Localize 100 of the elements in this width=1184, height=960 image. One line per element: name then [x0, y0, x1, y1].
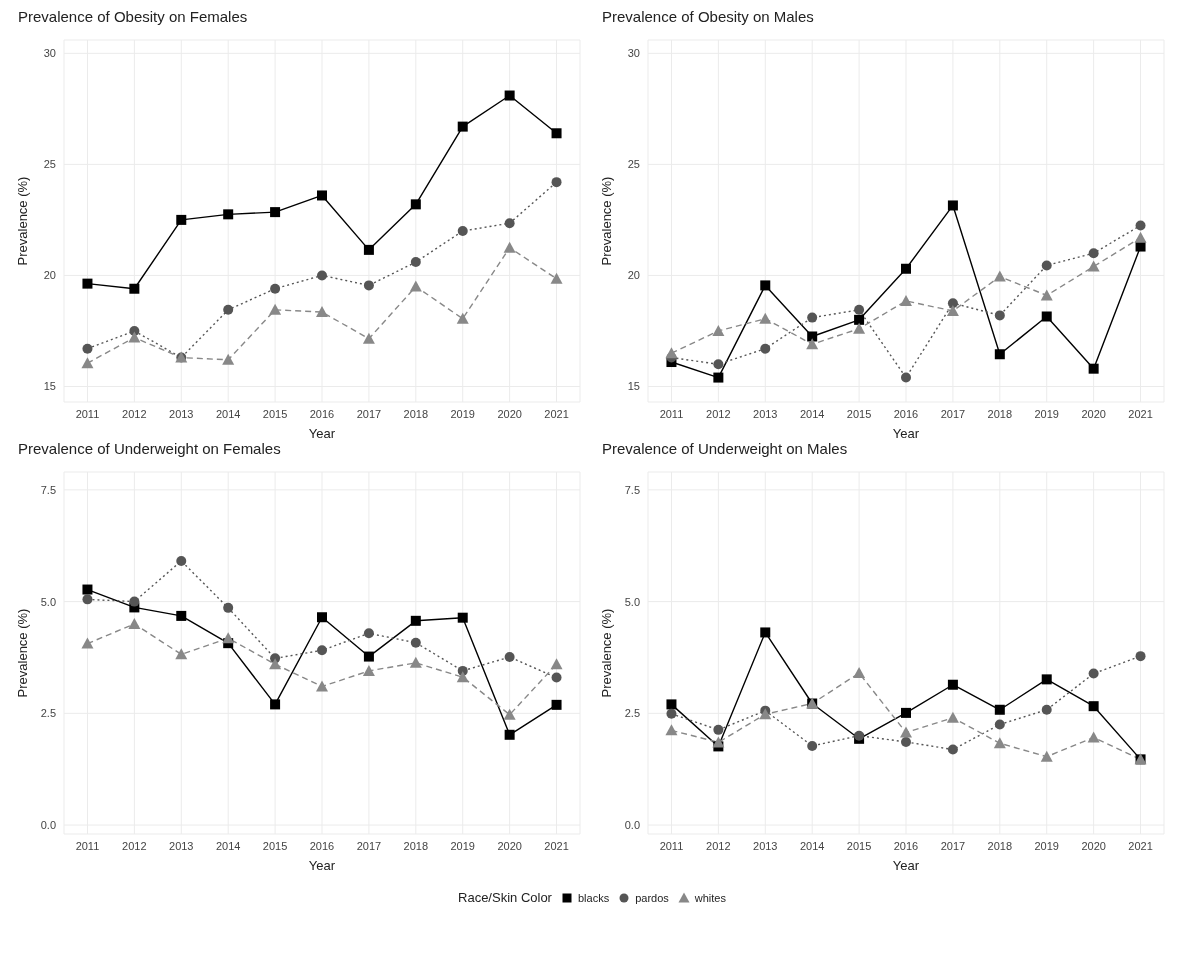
- point: [759, 708, 772, 720]
- point: [269, 303, 282, 315]
- legend-label: pardos: [635, 891, 669, 904]
- y-tick-label: 25: [627, 158, 640, 171]
- x-tick-label: 2019: [450, 839, 475, 852]
- x-tick-label: 2018: [987, 407, 1013, 420]
- point: [362, 664, 375, 676]
- y-axis-title: Prevalence (%): [598, 176, 614, 266]
- y-tick-label: 5.0: [624, 595, 640, 608]
- x-tick-label: 2019: [450, 407, 475, 420]
- point: [993, 737, 1006, 749]
- point: [316, 680, 328, 692]
- point: [947, 200, 958, 211]
- x-axis-title: Year: [308, 858, 336, 873]
- point: [1088, 701, 1099, 712]
- x-tick-label: 2014: [215, 839, 241, 852]
- point: [1041, 260, 1052, 271]
- point: [666, 699, 677, 710]
- x-tick-label: 2011: [75, 839, 100, 852]
- point: [1135, 241, 1146, 252]
- point: [759, 312, 772, 324]
- point: [901, 263, 911, 274]
- point: [994, 349, 1005, 360]
- point: [900, 294, 912, 306]
- x-tick-label: 2013: [753, 407, 778, 420]
- x-tick-label: 2014: [799, 407, 825, 420]
- point: [457, 612, 468, 623]
- y-tick-label: 15: [43, 380, 56, 393]
- point: [1041, 311, 1052, 322]
- y-tick-label: 2.5: [624, 707, 640, 720]
- x-axis-title: Year: [892, 858, 920, 873]
- x-tick-label: 2017: [356, 407, 382, 420]
- point: [82, 343, 93, 354]
- y-tick-label: 7.5: [624, 483, 640, 496]
- point: [1135, 220, 1146, 231]
- point: [410, 637, 421, 648]
- x-tick-label: 2018: [403, 407, 429, 420]
- point: [129, 283, 140, 294]
- point: [1134, 231, 1147, 243]
- point: [270, 699, 281, 710]
- point: [128, 617, 141, 629]
- x-axis-title: Year: [892, 426, 920, 441]
- point: [223, 602, 234, 613]
- point: [317, 612, 327, 623]
- point: [222, 353, 235, 365]
- y-tick-label: 20: [627, 269, 640, 282]
- point: [853, 322, 866, 334]
- x-tick-label: 2013: [753, 839, 778, 852]
- point: [504, 218, 515, 229]
- point: [901, 372, 911, 383]
- point: [363, 628, 374, 639]
- point: [504, 729, 515, 740]
- point: [457, 225, 468, 236]
- y-tick-label: 20: [43, 269, 56, 282]
- x-tick-label: 2014: [215, 407, 241, 420]
- point: [317, 190, 327, 201]
- point: [82, 278, 93, 289]
- point: [129, 596, 140, 607]
- point: [362, 332, 375, 344]
- point: [176, 555, 187, 566]
- chart-title: Prevalence of Underweight on Females: [17, 440, 282, 459]
- y-tick-label: 30: [43, 47, 56, 60]
- point: [901, 736, 911, 747]
- point: [946, 711, 959, 723]
- point: [363, 651, 374, 662]
- point: [1041, 704, 1052, 715]
- point: [713, 724, 724, 735]
- point: [713, 359, 724, 370]
- point: [503, 241, 516, 253]
- x-tick-label: 2019: [1034, 839, 1059, 852]
- point: [363, 244, 374, 255]
- point: [456, 671, 469, 683]
- point: [504, 652, 515, 663]
- legend-title: Race/Skin Color: [458, 890, 552, 905]
- point: [665, 347, 678, 359]
- point: [551, 672, 562, 683]
- point: [1087, 260, 1100, 272]
- point: [946, 304, 959, 316]
- point: [409, 280, 422, 292]
- point: [504, 90, 515, 101]
- x-tick-label: 2013: [169, 407, 194, 420]
- x-tick-label: 2019: [1034, 407, 1059, 420]
- point: [994, 719, 1005, 730]
- x-tick-label: 2018: [987, 839, 1013, 852]
- point: [175, 648, 188, 660]
- point: [551, 699, 562, 710]
- y-tick-label: 0.0: [40, 818, 56, 831]
- point: [1040, 289, 1053, 301]
- point: [854, 314, 865, 325]
- point: [82, 594, 93, 605]
- point: [550, 658, 563, 670]
- point: [1088, 668, 1099, 679]
- point: [806, 338, 819, 350]
- point: [82, 584, 93, 595]
- point: [316, 306, 328, 318]
- y-tick-label: 2.5: [40, 707, 56, 720]
- point: [760, 627, 771, 638]
- point: [1088, 248, 1099, 259]
- x-tick-label: 2014: [799, 839, 825, 852]
- x-tick-label: 2012: [706, 407, 731, 420]
